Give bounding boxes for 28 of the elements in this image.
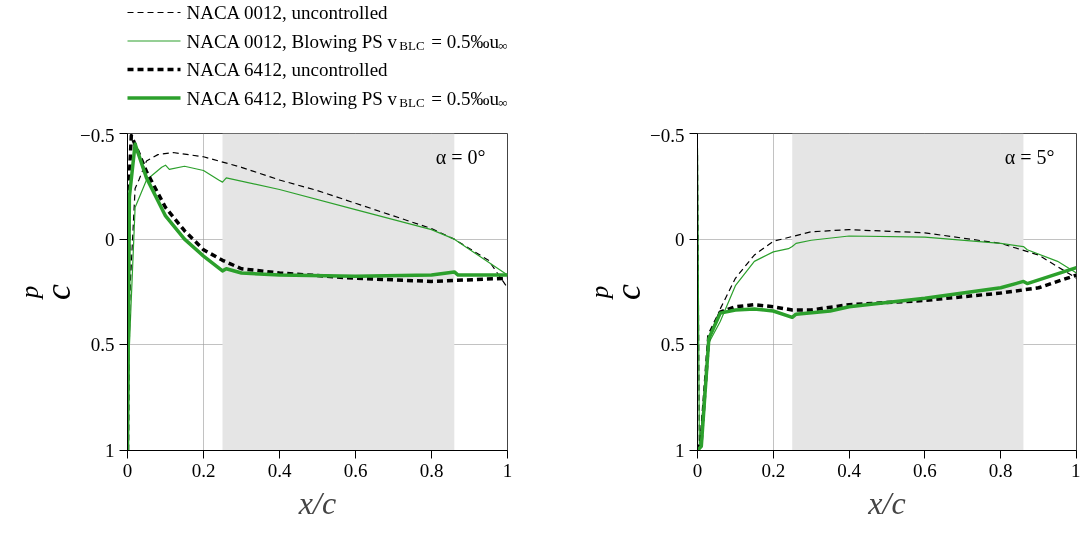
y-tick-label: −0.5 [80,124,115,146]
x-tick-label: 0.4 [267,459,292,481]
x-tick-label: 0.4 [837,459,862,481]
annotation: α = 0° [435,145,486,168]
x-tick-label: 1 [502,459,513,481]
x-axis-title: x/c [297,484,337,521]
x-tick-label: 0.8 [988,459,1013,481]
x-tick-label: 1 [1071,459,1081,481]
y-tick-label: 0.5 [90,334,115,356]
y-tick-label: 0.5 [660,334,685,356]
x-tick-label: 0.8 [419,459,444,481]
y-axis-title: cp [15,283,78,301]
y-tick-label: 0 [675,228,685,250]
x-tick-label: 0 [122,459,133,481]
x-tick-label: 0.2 [761,459,786,481]
y-axis-title: cp [585,283,648,301]
y-tick-label: 1 [675,440,685,461]
x-tick-label: 0 [692,459,703,481]
y-tick-label: 0 [105,228,115,250]
annotation: α = 5° [1004,145,1055,168]
legend-label: NACA 0012, uncontrolled [186,2,389,23]
y-tick-label: −0.5 [650,124,685,146]
x-axis-title: x/c [867,484,906,521]
legend-label: NACA 6412, uncontrolled [186,59,389,80]
x-tick-label: 0.6 [343,459,368,481]
x-tick-label: 0.6 [913,459,937,481]
x-tick-label: 0.2 [191,459,216,481]
y-tick-label: 1 [105,440,115,461]
